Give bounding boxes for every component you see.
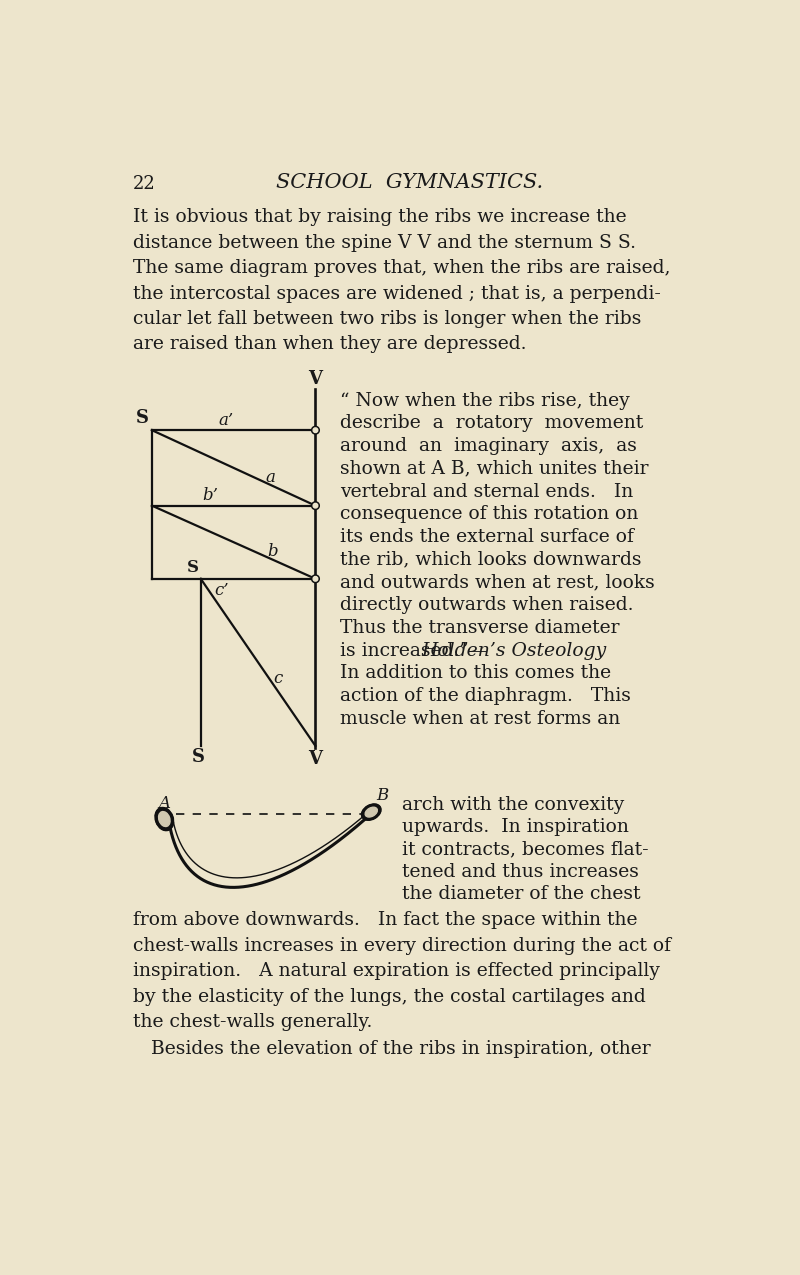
Text: is increased.”—: is increased.”— [340,641,488,659]
Text: A: A [158,796,170,812]
Text: Besides the elevation of the ribs in inspiration, other: Besides the elevation of the ribs in ins… [133,1040,650,1058]
Text: S: S [192,748,205,766]
Text: upwards.  In inspiration: upwards. In inspiration [402,819,629,836]
Circle shape [311,575,319,583]
Text: cular let fall between two ribs is longer when the ribs: cular let fall between two ribs is longe… [133,310,641,328]
Text: SCHOOL  GYMNASTICS.: SCHOOL GYMNASTICS. [277,173,543,193]
Text: V: V [309,750,322,768]
Text: and outwards when at rest, looks: and outwards when at rest, looks [340,574,655,592]
Text: “ Now when the ribs rise, they: “ Now when the ribs rise, they [340,391,630,409]
Text: arch with the convexity: arch with the convexity [402,796,625,813]
Circle shape [311,426,319,434]
Text: a: a [266,469,275,487]
Text: inspiration.   A natural expiration is effected principally: inspiration. A natural expiration is eff… [133,963,659,980]
Text: It is obvious that by raising the ribs we increase the: It is obvious that by raising the ribs w… [133,208,626,227]
Ellipse shape [362,805,381,820]
Text: a’: a’ [218,412,233,428]
Circle shape [311,502,319,510]
Text: chest-walls increases in every direction during the act of: chest-walls increases in every direction… [133,937,670,955]
Text: around  an  imaginary  axis,  as: around an imaginary axis, as [340,437,637,455]
Text: by the elasticity of the lungs, the costal cartilages and: by the elasticity of the lungs, the cost… [133,988,646,1006]
Text: the intercostal spaces are widened ; that is, a perpendi-: the intercostal spaces are widened ; tha… [133,284,661,302]
Text: directly outwards when raised.: directly outwards when raised. [340,597,634,615]
Text: it contracts, becomes flat-: it contracts, becomes flat- [402,840,649,858]
Text: vertebral and sternal ends.   In: vertebral and sternal ends. In [340,482,634,501]
Text: action of the diaphragm.   This: action of the diaphragm. This [340,687,631,705]
Text: S: S [186,558,198,576]
Text: tened and thus increases: tened and thus increases [402,863,639,881]
Text: Thus the transverse diameter: Thus the transverse diameter [340,618,620,636]
Text: the diameter of the chest: the diameter of the chest [402,885,641,903]
Text: b’: b’ [202,487,218,504]
Text: c’: c’ [214,581,229,599]
Text: consequence of this rotation on: consequence of this rotation on [340,505,638,523]
Ellipse shape [365,807,378,817]
Ellipse shape [158,812,170,826]
Text: Holden’s Osteology: Holden’s Osteology [422,641,607,659]
Text: its ends the external surface of: its ends the external surface of [340,528,634,546]
Circle shape [313,504,318,507]
Text: In addition to this comes the: In addition to this comes the [340,664,611,682]
Text: the rib, which looks downwards: the rib, which looks downwards [340,551,642,569]
Text: are raised than when they are depressed.: are raised than when they are depressed. [133,335,526,353]
Text: b: b [267,543,278,560]
Circle shape [313,576,318,581]
Text: V: V [309,370,322,388]
Text: B: B [377,788,389,805]
Text: from above downwards.   In fact the space within the: from above downwards. In fact the space … [133,912,637,929]
Ellipse shape [155,808,174,830]
Text: c: c [274,671,283,687]
Text: S: S [136,409,149,427]
Text: 22: 22 [133,175,155,193]
Circle shape [313,428,318,432]
Text: distance between the spine V V and the sternum S S.: distance between the spine V V and the s… [133,233,635,252]
Text: muscle when at rest forms an: muscle when at rest forms an [340,710,621,728]
Text: The same diagram proves that, when the ribs are raised,: The same diagram proves that, when the r… [133,259,670,277]
Text: describe  a  rotatory  movement: describe a rotatory movement [340,414,643,432]
Text: the chest-walls generally.: the chest-walls generally. [133,1014,372,1031]
Text: shown at A B, which unites their: shown at A B, which unites their [340,460,649,478]
